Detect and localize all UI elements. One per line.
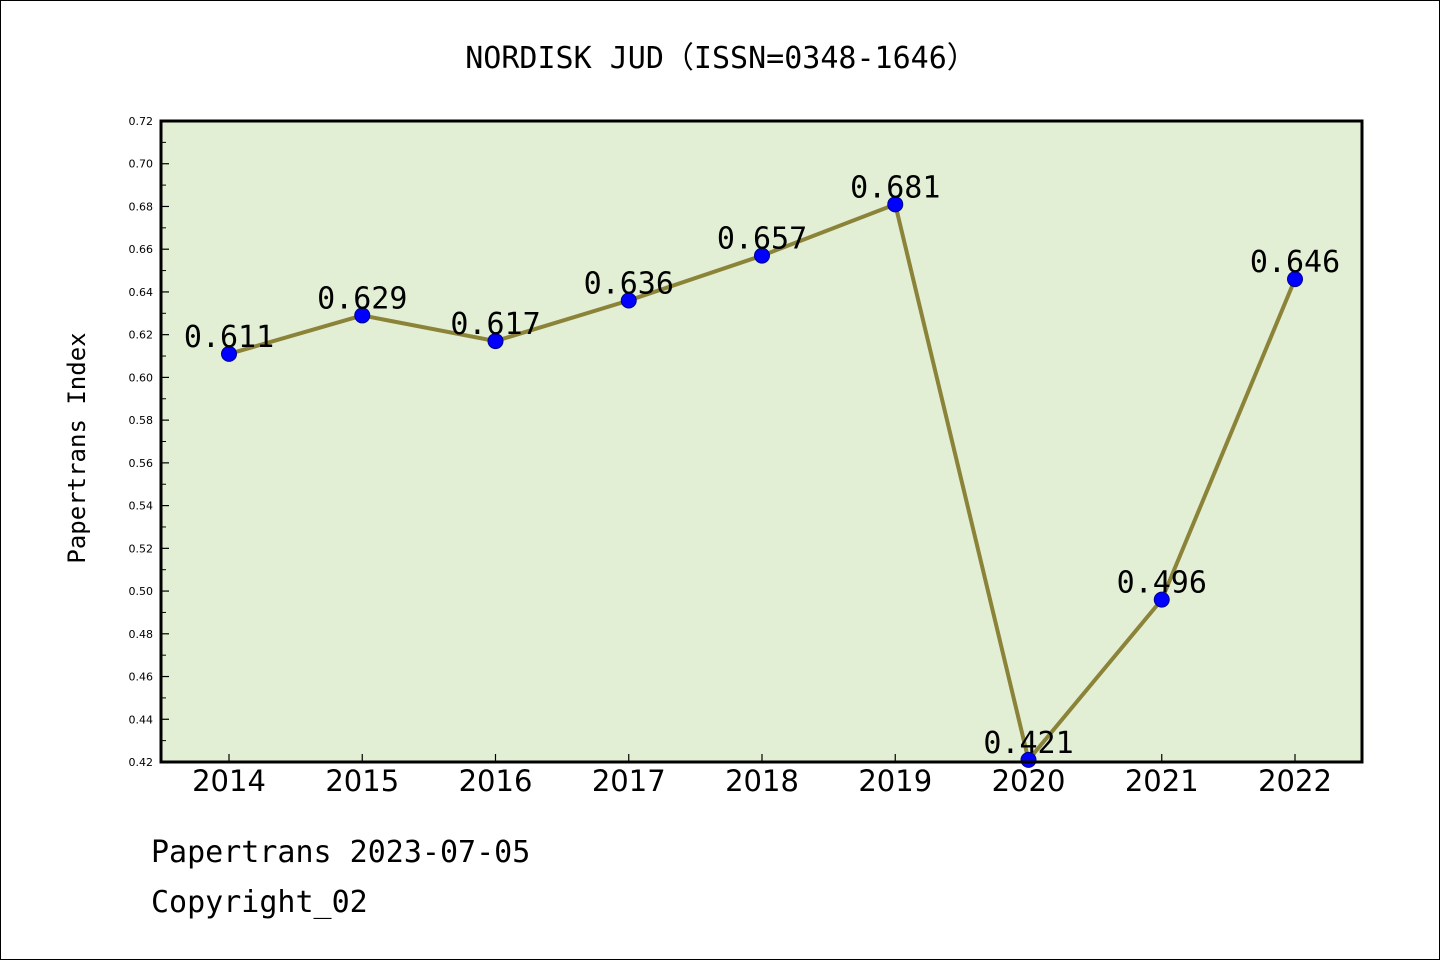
data-label: 0.611 (184, 320, 274, 355)
data-label: 0.496 (1117, 566, 1207, 601)
y-tick-label: 0.54 (129, 500, 154, 513)
y-tick-label: 0.66 (129, 243, 154, 256)
data-point (754, 247, 770, 264)
y-tick-label: 0.64 (129, 286, 154, 299)
y-tick-label: 0.44 (129, 713, 154, 726)
y-tick-label: 0.42 (129, 756, 154, 769)
data-point (1153, 591, 1170, 608)
data-label: 0.657 (717, 222, 807, 257)
data-point (1020, 751, 1037, 768)
x-tick-label: 2019 (858, 764, 932, 798)
data-point (354, 307, 371, 324)
data-label: 0.636 (584, 266, 674, 301)
data-label: 0.646 (1250, 245, 1340, 280)
data-point (1287, 271, 1303, 288)
x-tick-label: 2015 (325, 764, 399, 798)
y-axis-label: Papertrans Index (63, 332, 91, 563)
y-tick-label: 0.48 (129, 628, 154, 641)
plot-border (159, 119, 1364, 764)
y-tick-label: 0.52 (129, 542, 154, 555)
x-tick-label: 2021 (1125, 764, 1199, 798)
source-date-text: Papertrans 2023-07-05 (151, 835, 531, 870)
y-tick-label: 0.50 (129, 585, 154, 598)
chart-title: NORDISK JUD（ISSN=0348-1646） (465, 41, 977, 76)
x-tick-label: 2022 (1258, 764, 1332, 798)
x-tick-label: 2018 (725, 764, 799, 798)
y-tick-label: 0.70 (129, 158, 154, 171)
data-label: 0.629 (317, 281, 407, 316)
data-point (887, 196, 904, 213)
data-point (620, 292, 637, 309)
y-tick-label: 0.46 (129, 671, 154, 684)
x-tick-label: 2016 (459, 764, 533, 798)
y-tick-label: 0.60 (129, 371, 154, 384)
data-label: 0.681 (850, 170, 940, 205)
y-tick-label: 0.56 (129, 457, 154, 470)
data-point (221, 345, 237, 362)
data-label: 0.617 (450, 307, 540, 342)
data-point (487, 333, 504, 350)
x-tick-label: 2014 (192, 764, 266, 798)
x-tick-label: 2020 (992, 764, 1066, 798)
y-tick-label: 0.62 (129, 329, 154, 342)
y-tick-label: 0.72 (129, 115, 154, 128)
plot-area (161, 121, 1362, 762)
y-tick-label: 0.58 (129, 414, 154, 427)
x-tick-label: 2017 (592, 764, 666, 798)
data-label: 0.421 (983, 726, 1073, 761)
copyright-text: Copyright_02 (151, 885, 368, 920)
y-tick-label: 0.68 (129, 200, 154, 213)
